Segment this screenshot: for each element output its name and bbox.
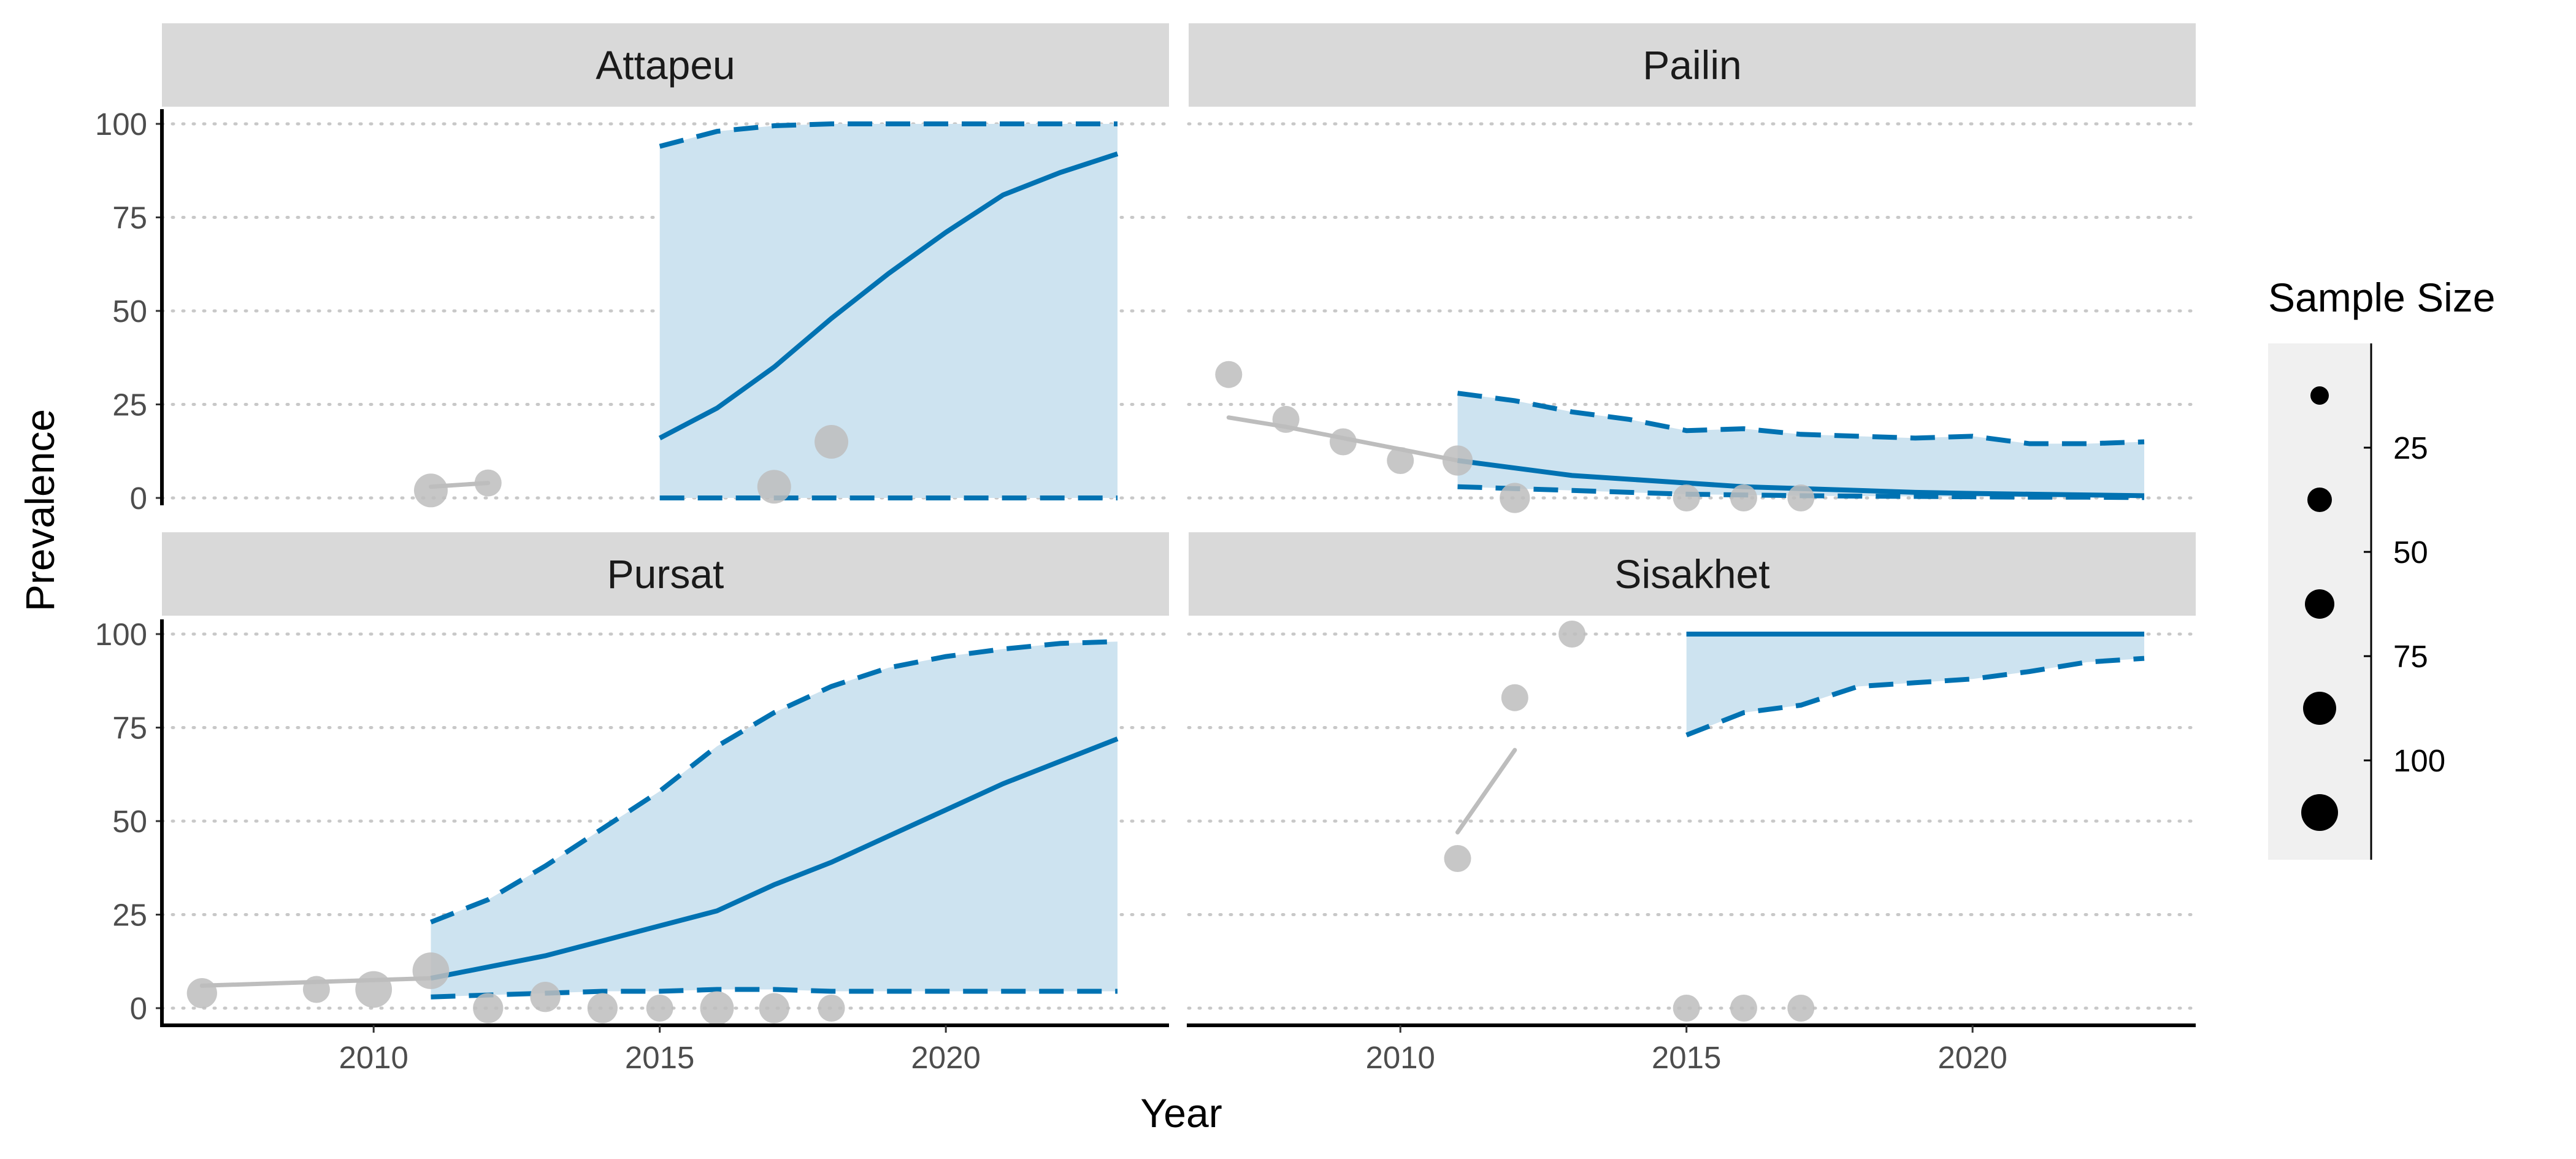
y-tick-label: 75 (112, 711, 147, 746)
y-tick-label: 25 (112, 388, 147, 423)
observed-point (1730, 995, 1757, 1022)
observed-point (186, 977, 217, 1009)
x-tick-label: 2015 (1652, 1040, 1721, 1075)
observed-point (412, 952, 450, 989)
observed-point (759, 993, 789, 1023)
strip-label-attapeu: Attapeu (596, 42, 735, 88)
credible-interval-ribbon (659, 124, 1118, 498)
observed-point (1673, 995, 1700, 1022)
panel-sisakhet: Sisakhet 2010 2015 2020 (1187, 532, 2198, 1075)
observed-trend-line (1455, 748, 1517, 835)
observed-point (1501, 684, 1528, 711)
credible-interval-ribbon (431, 641, 1118, 997)
y-tick-label: 50 (112, 804, 147, 839)
upper-bound-line (1457, 391, 2145, 446)
y-tick-label: 100 (95, 107, 147, 142)
x-axis-title: Year (1140, 1090, 1222, 1136)
upper-bound-line (430, 639, 1118, 925)
observed-point (1387, 447, 1414, 474)
x-tick-label: 2020 (1938, 1040, 2007, 1075)
legend-key-dot (2307, 488, 2332, 512)
observed-point (587, 993, 618, 1023)
y-tick-label: 50 (112, 294, 147, 329)
observed-point (815, 425, 849, 459)
legend-break-label: 100 (2393, 743, 2445, 778)
observed-point (1215, 361, 1243, 388)
observed-point (757, 470, 791, 504)
x-tick-label: 2010 (1365, 1040, 1435, 1075)
credible-interval-ribbon (1457, 393, 2145, 498)
observed-point (474, 469, 502, 497)
x-tick-label: 2020 (911, 1040, 980, 1075)
observed-point (1730, 484, 1757, 511)
observed-point (1444, 845, 1471, 872)
observed-point (1787, 995, 1815, 1022)
observed-point (1673, 484, 1700, 511)
y-tick-label: 100 (95, 617, 147, 652)
credible-interval-ribbon (1686, 634, 2145, 735)
strip-attapeu (162, 23, 1169, 107)
observed-point (700, 991, 734, 1025)
legend-key-dot (2305, 589, 2334, 619)
y-tick-label: 75 (112, 201, 147, 235)
legend-key-dot (2310, 386, 2329, 405)
observed-point (818, 995, 845, 1022)
strip-pailin (1189, 23, 2196, 107)
legend-break-label: 50 (2393, 535, 2428, 570)
panels-layer: Attapeu 0 25 50 75 100 Pailin Pursat 0 25 50 75 100 2… (95, 23, 2198, 1075)
observed-point (1558, 621, 1586, 648)
median-line (658, 151, 1119, 440)
x-tick-label: 2010 (339, 1040, 408, 1075)
y-tick-label: 25 (112, 898, 147, 933)
observed-point (355, 971, 393, 1008)
y-tick-label: 0 (130, 991, 147, 1026)
legend-break-label: 25 (2393, 430, 2428, 465)
observed-point (1272, 405, 1300, 433)
lower-bound-line (1685, 656, 2145, 738)
observed-point (473, 993, 504, 1023)
median-line (430, 736, 1119, 981)
observed-point (1787, 484, 1815, 511)
upper-bound-line (659, 121, 1118, 149)
observed-point (1442, 445, 1473, 476)
strip-label-pailin: Pailin (1643, 42, 1741, 88)
y-tick-label: 0 (130, 481, 147, 516)
strip-label-pursat: Pursat (607, 551, 724, 597)
panel-pursat: Pursat 0 25 50 75 100 2010 2015 2020 (95, 532, 1171, 1075)
legend-key-dot (2303, 692, 2336, 725)
observed-point (530, 982, 561, 1012)
legend-items: 25 50 75 100 (2301, 386, 2445, 831)
panel-pailin: Pailin (1187, 23, 2198, 513)
strip-sisakhet (1189, 532, 2196, 616)
strip-label-sisakhet: Sisakhet (1614, 551, 1769, 597)
observed-point (413, 473, 448, 508)
strip-pursat (162, 532, 1169, 616)
observed-point (1500, 483, 1530, 513)
observed-point (1329, 428, 1357, 456)
x-tick-label: 2015 (625, 1040, 694, 1075)
observed-point (646, 995, 673, 1022)
panel-attapeu: Attapeu 0 25 50 75 100 (95, 23, 1171, 516)
y-axis-title: Prevalence (17, 409, 63, 611)
legend-title: Sample Size (2268, 275, 2496, 320)
legend-break-label: 75 (2393, 639, 2428, 674)
observed-point (302, 976, 330, 1003)
legend-key-dot (2301, 794, 2338, 831)
size-legend: Sample Size 25 50 75 100 (2268, 275, 2496, 860)
